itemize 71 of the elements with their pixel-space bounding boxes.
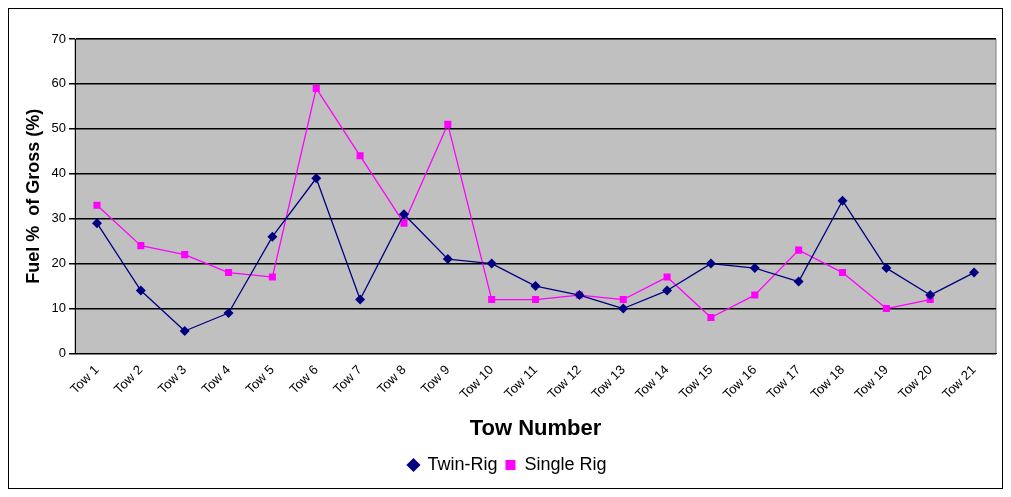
point bbox=[619, 296, 627, 304]
point bbox=[662, 285, 673, 296]
point bbox=[356, 152, 364, 160]
x-tick-label: Tow 20 bbox=[895, 362, 935, 402]
point bbox=[618, 303, 629, 314]
y-tick-label: 40 bbox=[51, 165, 67, 181]
point bbox=[663, 273, 671, 281]
y-tick-label: 20 bbox=[51, 255, 67, 271]
point bbox=[181, 251, 189, 259]
x-tick-label: Tow 8 bbox=[373, 362, 409, 397]
x-tick-label: Tow 5 bbox=[242, 362, 278, 397]
x-tick-label: Tow 21 bbox=[938, 362, 979, 402]
y-tick-label: 50 bbox=[51, 120, 67, 136]
point bbox=[93, 201, 101, 209]
point bbox=[225, 269, 233, 277]
x-tick-label: Tow 15 bbox=[675, 362, 716, 402]
y-tick-label: 0 bbox=[58, 345, 67, 361]
point bbox=[707, 313, 715, 322]
point bbox=[442, 254, 453, 265]
point bbox=[398, 209, 409, 220]
point bbox=[488, 296, 496, 304]
point bbox=[312, 84, 320, 92]
x-tick-label: Tow 1 bbox=[67, 362, 102, 397]
point bbox=[705, 258, 716, 269]
x-tick-label: Tow 6 bbox=[286, 362, 321, 397]
x-tick-label: Tow 9 bbox=[417, 362, 453, 397]
point bbox=[137, 242, 145, 250]
x-tick-label: Tow 18 bbox=[807, 362, 848, 402]
point bbox=[749, 263, 760, 274]
x-tick-label: Tow 13 bbox=[588, 362, 628, 402]
legend-label: Single Rig bbox=[524, 453, 607, 474]
y-tick-label: 30 bbox=[51, 210, 67, 226]
y-tick-label: 70 bbox=[51, 30, 67, 46]
x-tick-label: Tow 12 bbox=[544, 362, 585, 402]
point bbox=[531, 296, 540, 304]
point bbox=[793, 276, 804, 287]
x-tick-label: Tow 16 bbox=[719, 362, 760, 402]
y-axis-title: Fuel % of Gross (%) bbox=[22, 108, 43, 284]
x-tick-label: Tow 19 bbox=[851, 362, 892, 402]
point bbox=[486, 258, 497, 269]
point bbox=[223, 308, 234, 319]
x-tick-label: Tow 7 bbox=[330, 362, 365, 397]
y-tick-label: 60 bbox=[51, 75, 67, 91]
point bbox=[881, 263, 892, 274]
point bbox=[179, 325, 190, 336]
point bbox=[882, 304, 890, 313]
point bbox=[925, 290, 936, 301]
x-tick-label: Tow 2 bbox=[110, 362, 146, 397]
point bbox=[400, 219, 408, 227]
point bbox=[135, 285, 146, 296]
point bbox=[355, 294, 366, 305]
point bbox=[969, 267, 980, 278]
x-tick-label: Tow 14 bbox=[632, 362, 672, 402]
legend-label: Twin-Rig bbox=[427, 453, 498, 474]
point bbox=[530, 281, 541, 292]
x-tick-label: Tow 11 bbox=[501, 362, 541, 402]
x-tick-label: Tow 10 bbox=[456, 362, 497, 402]
x-tick-label: Tow 4 bbox=[198, 362, 234, 397]
x-tick-label: Tow 17 bbox=[763, 362, 804, 402]
x-tick-label: Tow 3 bbox=[154, 362, 190, 397]
point bbox=[838, 269, 847, 277]
x-axis-title: Tow Number bbox=[469, 414, 602, 440]
point bbox=[311, 173, 322, 184]
point bbox=[268, 273, 276, 281]
point bbox=[91, 218, 102, 229]
point bbox=[267, 231, 278, 242]
y-tick-label: 10 bbox=[51, 300, 67, 316]
point bbox=[837, 195, 848, 206]
point bbox=[444, 120, 452, 128]
point bbox=[795, 246, 803, 254]
point bbox=[751, 291, 759, 299]
